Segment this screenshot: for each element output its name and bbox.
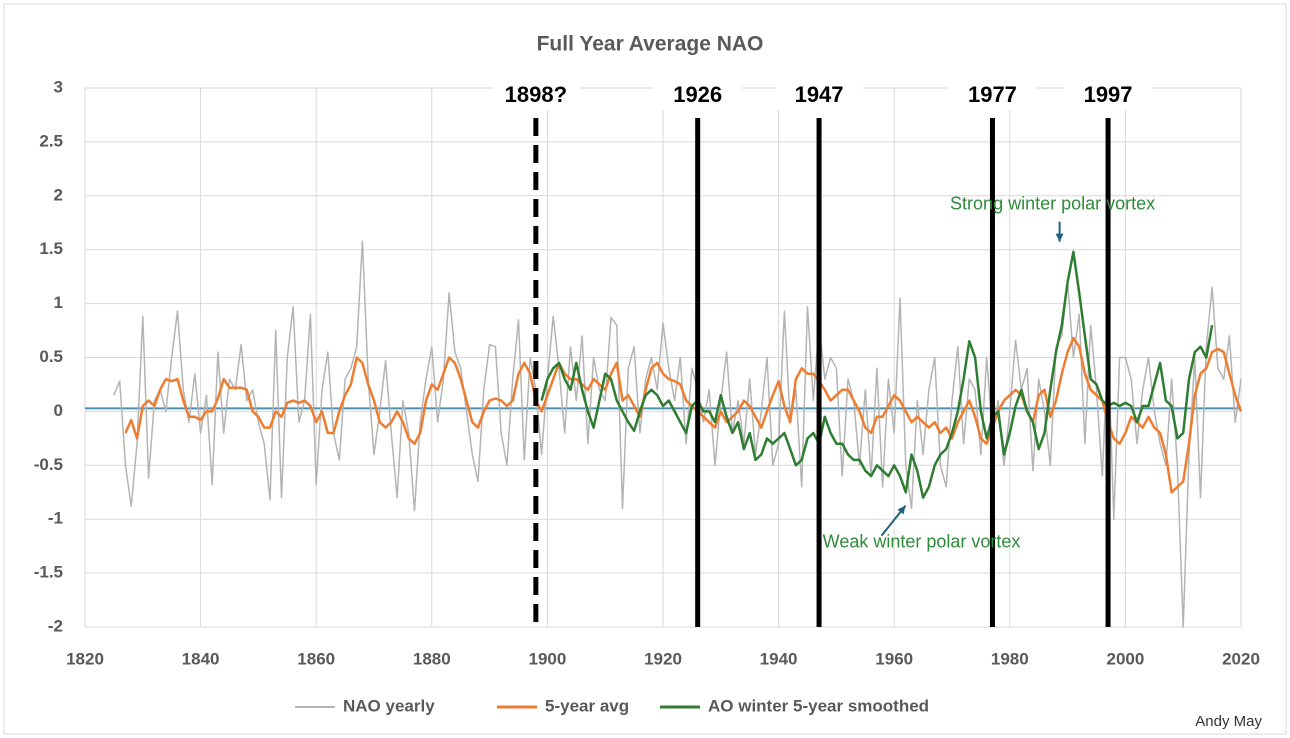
x-tick-label: 1960	[875, 649, 913, 668]
x-tick-label: 1860	[297, 649, 335, 668]
x-tick-label: 1940	[760, 649, 798, 668]
y-tick-label: -1	[48, 509, 63, 528]
x-tick-label: 2020	[1222, 649, 1260, 668]
event-label-bg	[775, 80, 864, 110]
y-tick-label: 1.5	[39, 239, 63, 258]
event-label: 1997	[1084, 82, 1133, 107]
x-tick-label: 1900	[528, 649, 566, 668]
event-label: 1977	[968, 82, 1017, 107]
legend-label: AO winter 5-year smoothed	[708, 696, 929, 715]
x-tick-label: 1880	[413, 649, 451, 668]
y-tick-label: -1.5	[34, 563, 63, 582]
event-label: 1947	[795, 82, 844, 107]
arrow-head	[1055, 233, 1064, 242]
x-tick-label: 1920	[644, 649, 682, 668]
event-label: 1898?	[505, 82, 567, 107]
x-tick-label: 1820	[66, 649, 104, 668]
credit: Andy May	[1195, 713, 1262, 730]
legend-label: 5-year avg	[545, 696, 629, 715]
annotation: Weak winter polar vortex	[823, 531, 1021, 551]
chart-title: Full Year Average NAO	[537, 33, 764, 56]
legend-label: NAO yearly	[343, 696, 435, 715]
y-tick-label: 2	[54, 185, 63, 204]
y-tick-label: -0.5	[34, 455, 63, 474]
x-tick-label: 2000	[1106, 649, 1144, 668]
event-label-bg	[653, 80, 742, 110]
event-label-bg	[491, 80, 580, 110]
arrow-head	[897, 505, 906, 515]
y-tick-label: 0	[54, 401, 63, 420]
series-line	[540, 250, 1214, 499]
x-tick-label: 1980	[991, 649, 1029, 668]
y-tick-label: 3	[54, 77, 63, 96]
chart-frame	[3, 3, 1287, 735]
annotation: Strong winter polar vortex	[950, 193, 1155, 213]
event-label: 1926	[673, 82, 722, 107]
y-tick-label: -2	[48, 616, 63, 635]
series-line	[124, 336, 1243, 494]
y-tick-label: 2.5	[39, 131, 63, 150]
event-label-bg	[1064, 80, 1153, 110]
y-tick-label: 1	[54, 293, 63, 312]
event-label-bg	[948, 80, 1037, 110]
y-tick-label: 0.5	[39, 347, 63, 366]
x-tick-label: 1840	[182, 649, 220, 668]
